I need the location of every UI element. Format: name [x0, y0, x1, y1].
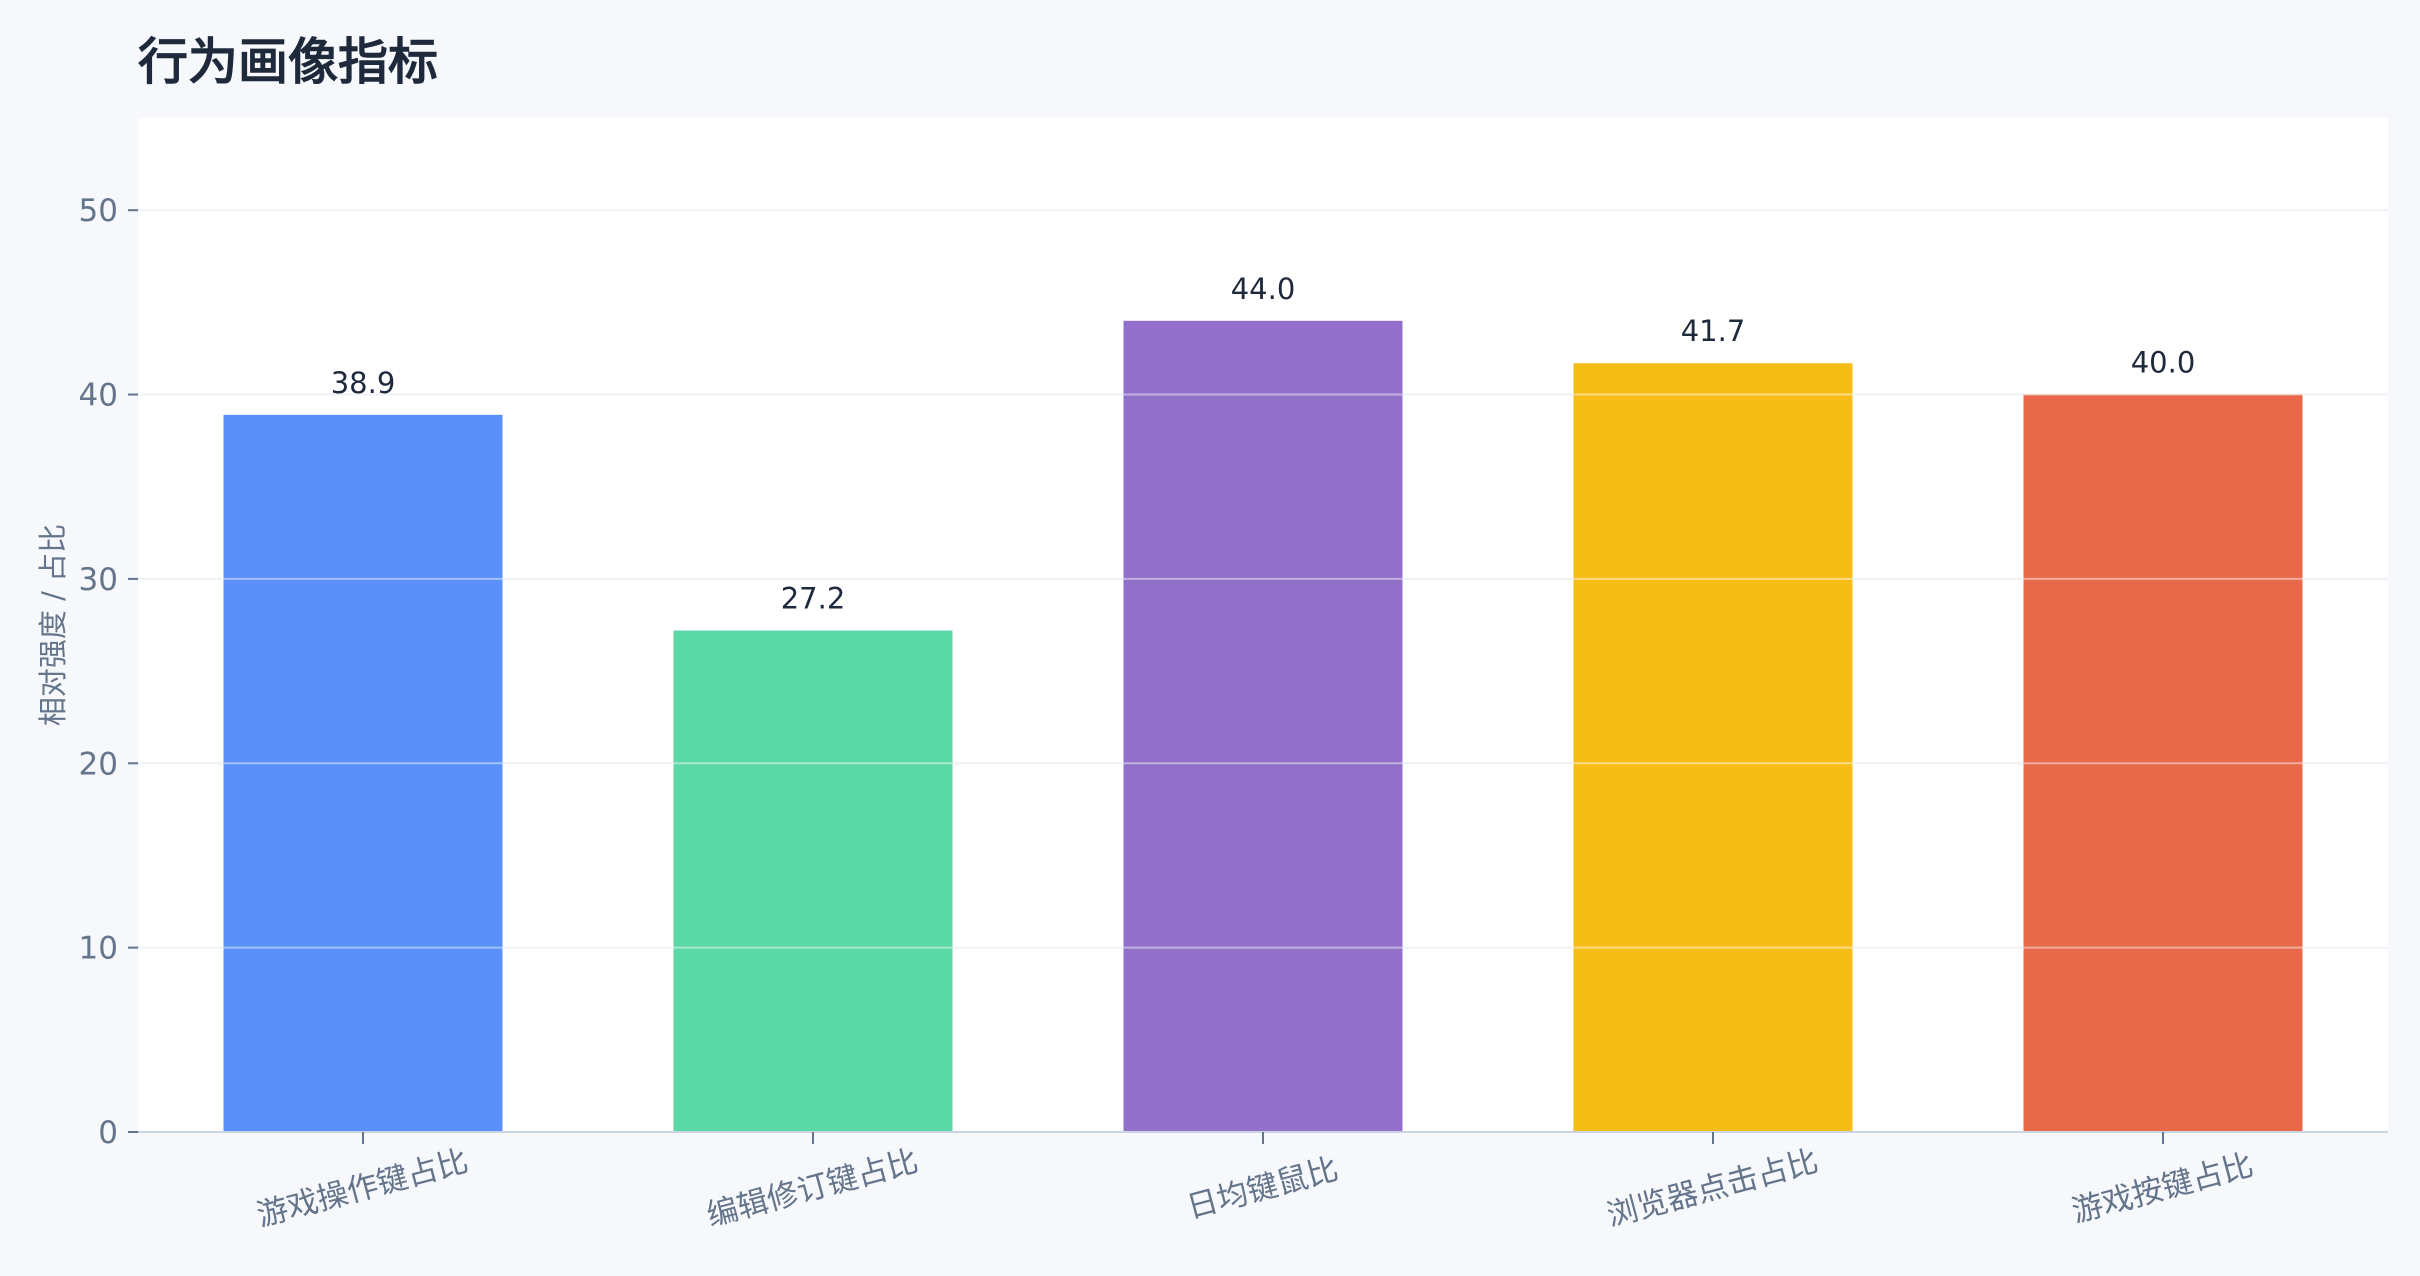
x-tick-label: 游戏操作键占比 — [253, 1143, 472, 1234]
bar — [1123, 320, 1403, 1132]
y-axis: 0 10 20 30 40 50 — [79, 193, 138, 1151]
y-tick-label: 50 — [79, 193, 118, 229]
x-tick-label: 日均键鼠比 — [1183, 1151, 1342, 1226]
y-axis-label: 相对强度 / 占比 — [36, 524, 70, 726]
y-tick-label: 30 — [79, 562, 118, 598]
chart-title: 行为画像指标 — [138, 33, 438, 91]
value-labels: 38.9 27.2 44.0 41.7 40.0 — [331, 272, 2196, 616]
value-label: 44.0 — [1231, 272, 1296, 306]
value-label: 40.0 — [2131, 346, 2196, 380]
bar — [223, 414, 503, 1132]
x-tick-label: 浏览器点击占比 — [1603, 1143, 1822, 1234]
bars — [138, 209, 2388, 1133]
x-tick-label: 编辑修订键占比 — [703, 1143, 922, 1234]
value-label: 27.2 — [781, 582, 846, 616]
bar — [1573, 363, 1853, 1133]
bar — [673, 630, 953, 1132]
y-tick-label: 0 — [98, 1115, 118, 1151]
y-tick-label: 40 — [79, 378, 118, 414]
x-tick-label: 游戏按键占比 — [2068, 1147, 2257, 1230]
grid-lines-overlay — [138, 209, 2388, 949]
bar — [2023, 394, 2303, 1133]
y-tick-label: 20 — [79, 746, 118, 782]
y-tick-label: 10 — [79, 931, 118, 967]
value-label: 41.7 — [1681, 314, 1746, 348]
value-label: 38.9 — [331, 366, 396, 400]
x-axis: 游戏操作键占比 编辑修订键占比 日均键鼠比 浏览器点击占比 游戏按键占比 — [138, 1131, 2388, 1234]
